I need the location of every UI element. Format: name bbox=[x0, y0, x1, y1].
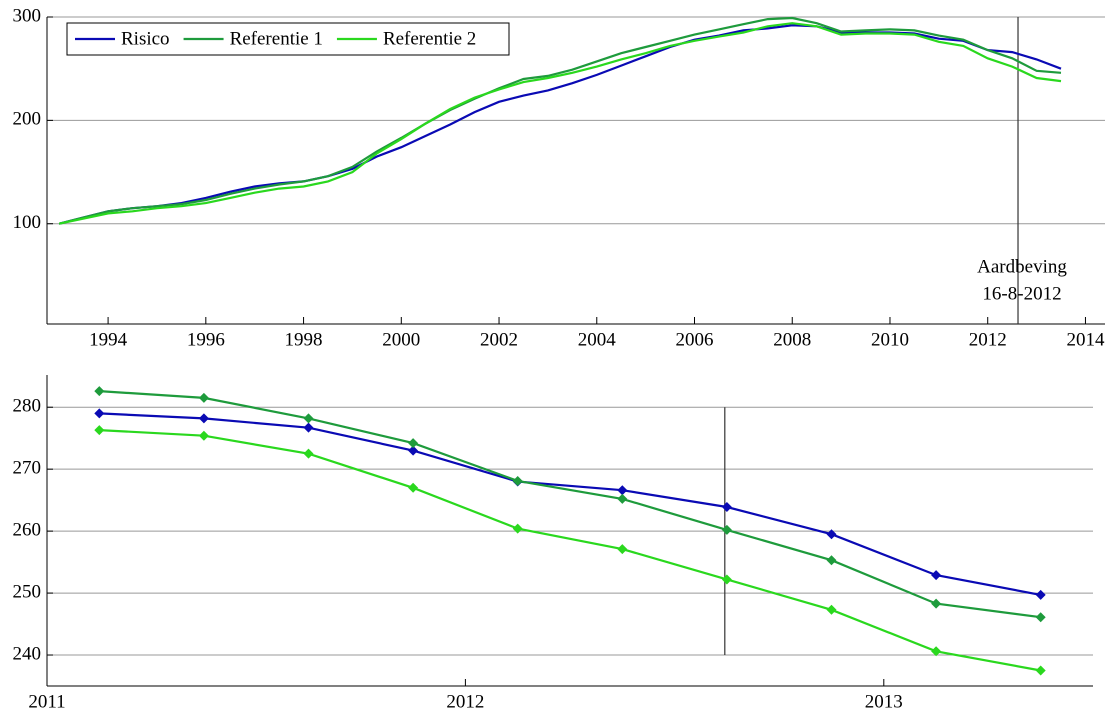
x-tick-label: 1996 bbox=[187, 329, 225, 350]
y-tick-label: 200 bbox=[13, 109, 42, 130]
x-tick-label: 1998 bbox=[285, 329, 323, 350]
marker bbox=[303, 413, 314, 424]
x-tick-label: 2012 bbox=[969, 329, 1007, 350]
y-tick-label: 280 bbox=[13, 396, 42, 417]
series-line bbox=[99, 390, 1041, 619]
legend: Risico Referentie 1 Referentie 2 bbox=[66, 22, 510, 56]
marker bbox=[931, 646, 942, 657]
legend-label: Referentie 2 bbox=[383, 28, 476, 49]
y-tick-label: 250 bbox=[13, 581, 42, 602]
marker bbox=[617, 544, 628, 555]
x-tick-label: 2010 bbox=[871, 329, 909, 350]
marker bbox=[1035, 612, 1046, 623]
y-tick-label: 300 bbox=[13, 5, 42, 26]
x-tick-label: 2013 bbox=[865, 691, 903, 712]
legend-label: Referentie 1 bbox=[230, 28, 323, 49]
marker bbox=[408, 482, 419, 493]
x-tick-label: 2002 bbox=[480, 329, 518, 350]
y-tick-label: 270 bbox=[13, 458, 42, 479]
marker bbox=[198, 413, 209, 424]
marker bbox=[617, 485, 628, 496]
marker bbox=[198, 430, 209, 441]
marker bbox=[721, 501, 732, 512]
marker bbox=[303, 422, 314, 433]
x-tick-label: 2008 bbox=[773, 329, 811, 350]
marker bbox=[826, 555, 837, 566]
legend-box bbox=[66, 22, 510, 56]
marker bbox=[408, 445, 419, 456]
x-tick-label: 2014 bbox=[1066, 329, 1105, 350]
y-tick-label: 100 bbox=[13, 212, 42, 233]
series-line bbox=[58, 16, 1062, 225]
series-line bbox=[99, 429, 1041, 672]
marker bbox=[721, 524, 732, 535]
annotation: Aardbeving bbox=[977, 256, 1067, 277]
marker bbox=[94, 425, 105, 436]
marker bbox=[721, 574, 732, 585]
marker bbox=[512, 475, 523, 486]
marker bbox=[826, 529, 837, 540]
x-tick-label: 2006 bbox=[676, 329, 714, 350]
x-tick-label: 2012 bbox=[446, 691, 484, 712]
marker bbox=[408, 438, 419, 449]
y-tick-label: 240 bbox=[13, 643, 42, 664]
marker bbox=[1035, 589, 1046, 600]
marker bbox=[1035, 665, 1046, 676]
marker bbox=[826, 604, 837, 615]
series-line bbox=[58, 22, 1062, 225]
y-tick-label: 260 bbox=[13, 519, 42, 540]
marker bbox=[198, 392, 209, 403]
annotation: 16-8-2012 bbox=[982, 283, 1061, 304]
x-tick-label: 2011 bbox=[28, 691, 65, 712]
marker bbox=[94, 408, 105, 419]
marker bbox=[512, 523, 523, 534]
marker bbox=[931, 598, 942, 609]
marker bbox=[303, 448, 314, 459]
x-tick-label: 2004 bbox=[578, 329, 617, 350]
marker bbox=[94, 386, 105, 397]
x-tick-label: 2000 bbox=[382, 329, 420, 350]
series-line bbox=[99, 412, 1041, 596]
legend-label: Risico bbox=[121, 28, 170, 49]
marker bbox=[931, 570, 942, 581]
marker bbox=[617, 493, 628, 504]
x-tick-label: 1994 bbox=[89, 329, 128, 350]
